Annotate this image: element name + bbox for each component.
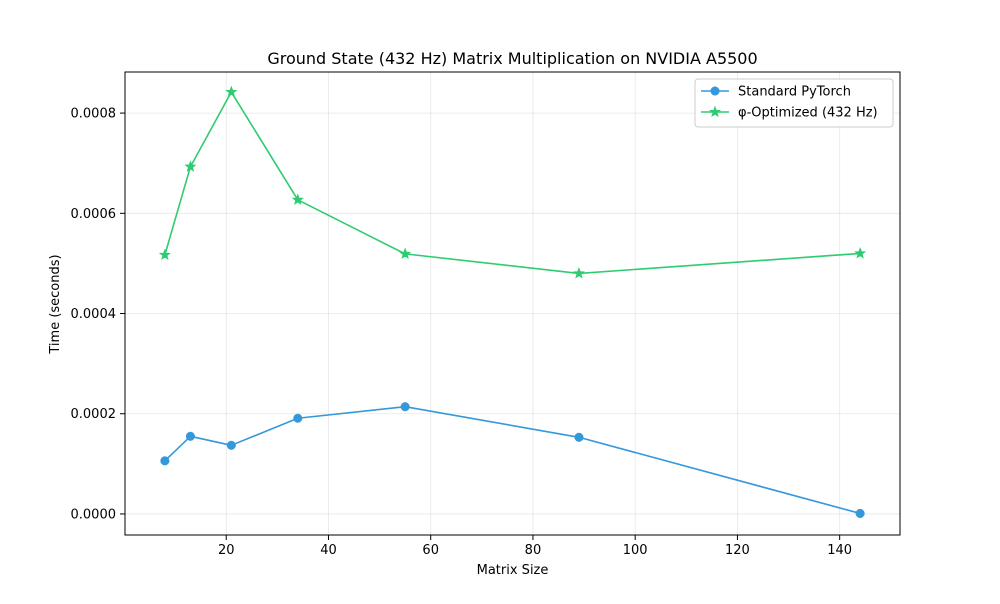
data-point-phi-optimized xyxy=(854,247,867,259)
x-tick-label: 80 xyxy=(525,543,542,558)
data-point-phi-optimized xyxy=(291,193,304,205)
series-layer xyxy=(158,85,867,519)
y-tick-label: 0.0000 xyxy=(71,507,117,522)
x-tick-label: 140 xyxy=(827,543,852,558)
data-point-phi-optimized xyxy=(158,248,171,261)
data-point-standard-pytorch xyxy=(400,402,410,412)
legend-marker-phi-optimized xyxy=(708,105,722,118)
data-point-phi-optimized xyxy=(225,85,238,98)
legend: Standard PyTorch φ-Optimized (432 Hz) xyxy=(694,78,894,128)
legend-label-standard-pytorch: Standard PyTorch xyxy=(738,85,851,100)
data-point-standard-pytorch xyxy=(160,456,170,466)
chart-title: Ground State (432 Hz) Matrix Multiplicat… xyxy=(267,49,757,68)
x-tick-label: 40 xyxy=(320,543,337,558)
series-phi-optimized xyxy=(158,85,867,279)
x-tick-label: 20 xyxy=(218,543,235,558)
data-point-standard-pytorch xyxy=(574,432,584,442)
data-point-standard-pytorch xyxy=(185,431,195,441)
legend-marker-standard-pytorch xyxy=(710,86,720,96)
data-point-phi-optimized xyxy=(572,267,585,279)
x-tick-label: 120 xyxy=(725,543,750,558)
data-point-standard-pytorch xyxy=(855,508,865,519)
legend-label-phi-optimized: φ-Optimized (432 Hz) xyxy=(738,106,878,121)
y-tick-label: 0.0004 xyxy=(71,307,117,322)
x-tick-label: 60 xyxy=(422,543,439,558)
y-tick-label: 0.0002 xyxy=(71,407,117,422)
y-tick-label: 0.0006 xyxy=(71,207,117,222)
tick-layer: 20 40 60 80 100 120 140 0.0000 0.0002 0.0004 0.000… xyxy=(71,107,853,558)
legend-box xyxy=(694,78,894,128)
data-point-phi-optimized xyxy=(399,247,412,260)
x-axis-label: Matrix Size xyxy=(477,563,549,578)
x-tick-label: 100 xyxy=(623,543,648,558)
y-axis-label: Time (seconds) xyxy=(48,254,63,354)
grid-layer xyxy=(125,72,900,535)
y-tick-label: 0.0008 xyxy=(71,107,117,122)
axes-frame xyxy=(124,71,901,536)
data-point-phi-optimized xyxy=(184,160,197,172)
series-standard-pytorch xyxy=(160,402,865,519)
data-point-standard-pytorch xyxy=(226,440,236,450)
data-point-standard-pytorch xyxy=(293,413,303,423)
